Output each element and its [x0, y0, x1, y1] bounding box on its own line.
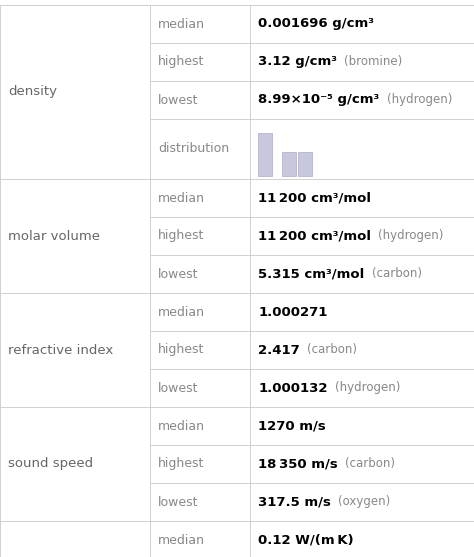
Text: median: median	[158, 534, 205, 546]
Text: 317.5 m/s: 317.5 m/s	[258, 496, 331, 509]
Bar	[258, 133, 272, 176]
Text: 1.000271: 1.000271	[258, 305, 328, 319]
Text: distribution: distribution	[158, 143, 229, 155]
Text: (oxygen): (oxygen)	[338, 496, 391, 509]
Text: molar volume: molar volume	[8, 229, 100, 242]
Text: 2.417: 2.417	[258, 344, 300, 356]
Text: lowest: lowest	[158, 94, 198, 106]
Text: refractive index: refractive index	[8, 344, 113, 356]
Text: 1270 m/s: 1270 m/s	[258, 419, 326, 432]
Text: median: median	[158, 305, 205, 319]
Text: (carbon): (carbon)	[372, 267, 422, 281]
Text: 0.001696 g/cm³: 0.001696 g/cm³	[258, 17, 374, 31]
Text: (bromine): (bromine)	[345, 56, 402, 69]
Text: lowest: lowest	[158, 267, 198, 281]
Text: density: density	[8, 86, 57, 99]
Text: sound speed: sound speed	[8, 457, 93, 471]
Text: (hydrogen): (hydrogen)	[378, 229, 444, 242]
Text: 5.315 cm³/mol: 5.315 cm³/mol	[258, 267, 365, 281]
Text: highest: highest	[158, 229, 204, 242]
Text: highest: highest	[158, 344, 204, 356]
Text: median: median	[158, 17, 205, 31]
Text: median: median	[158, 192, 205, 204]
Text: 11 200 cm³/mol: 11 200 cm³/mol	[258, 192, 371, 204]
Text: highest: highest	[158, 56, 204, 69]
Text: 18 350 m/s: 18 350 m/s	[258, 457, 338, 471]
Text: 8.99×10⁻⁵ g/cm³: 8.99×10⁻⁵ g/cm³	[258, 94, 380, 106]
Text: (hydrogen): (hydrogen)	[387, 94, 452, 106]
Text: (carbon): (carbon)	[307, 344, 357, 356]
Text: 11 200 cm³/mol: 11 200 cm³/mol	[258, 229, 371, 242]
Text: lowest: lowest	[158, 382, 198, 394]
Text: 3.12 g/cm³: 3.12 g/cm³	[258, 56, 337, 69]
Text: 0.12 W/(m K): 0.12 W/(m K)	[258, 534, 354, 546]
Text: (carbon): (carbon)	[345, 457, 395, 471]
Text: 1.000132: 1.000132	[258, 382, 328, 394]
Bar	[283, 152, 296, 176]
Text: lowest: lowest	[158, 496, 198, 509]
Text: highest: highest	[158, 457, 204, 471]
Bar	[298, 152, 312, 176]
Text: median: median	[158, 419, 205, 432]
Text: (hydrogen): (hydrogen)	[335, 382, 400, 394]
